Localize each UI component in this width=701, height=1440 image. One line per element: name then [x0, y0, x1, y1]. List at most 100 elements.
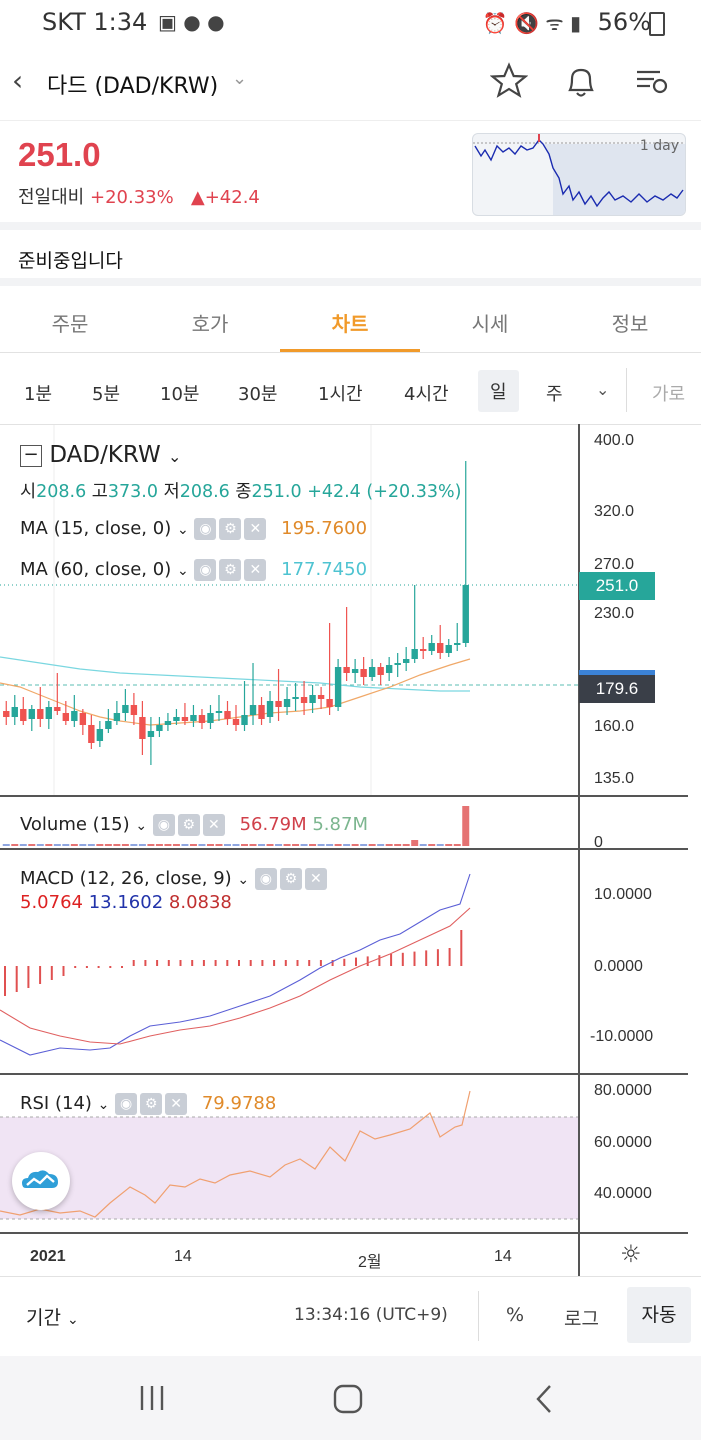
macd-legend[interactable]: MACD (12, 26, close, 9) ⌄ ◉ ⚙ ✕	[20, 868, 330, 890]
macd-histogram-bar	[15, 966, 18, 992]
volume-chart[interactable]	[0, 797, 578, 848]
tab-info[interactable]: 정보	[611, 312, 649, 336]
close-icon[interactable]: ✕	[165, 1093, 188, 1115]
settings-list-icon[interactable]	[634, 66, 670, 98]
interval-30m[interactable]: 30분	[238, 384, 278, 405]
close-icon[interactable]: ✕	[244, 518, 267, 540]
volume-value: 56.79M	[239, 814, 307, 835]
candle-body	[28, 709, 35, 719]
recent-apps-icon[interactable]	[138, 1384, 166, 1412]
close-icon[interactable]: ✕	[244, 559, 267, 581]
collapse-icon[interactable]: −	[20, 444, 42, 467]
ma15-legend[interactable]: MA (15, close, 0) ⌄ ◉ ⚙ ✕ 195.7600	[20, 518, 367, 540]
percent-scale-button[interactable]: %	[506, 1304, 525, 1326]
gear-icon[interactable]: ⚙	[219, 559, 242, 581]
tab-bar: 주문 호가 차트 시세 정보	[0, 290, 701, 353]
back-nav-icon[interactable]	[532, 1384, 556, 1414]
tab-quotes[interactable]: 시세	[471, 312, 509, 336]
volume-bar	[334, 844, 342, 846]
gear-icon[interactable]: ⚙	[177, 814, 200, 836]
chevron-down-icon[interactable]: ⌄	[596, 380, 610, 399]
interval-day[interactable]: 일	[478, 370, 519, 412]
macd-histogram-bar	[366, 956, 369, 966]
macd-chart[interactable]	[0, 850, 578, 1073]
macd-histogram-bar	[214, 960, 217, 966]
volume-bar	[19, 844, 27, 846]
chart-bottom-bar: 기간 ⌄ 13:34:16 (UTC+9) % 로그 자동	[0, 1276, 701, 1355]
back-icon[interactable]: ‹	[12, 64, 24, 97]
tradingview-logo-button[interactable]	[12, 1152, 70, 1210]
star-icon[interactable]	[490, 62, 528, 100]
macd-histogram-bar	[401, 952, 404, 966]
chevron-down-icon[interactable]: ⌄	[232, 68, 248, 89]
chevron-down-icon[interactable]: ⌄	[135, 818, 148, 834]
interval-orientation[interactable]: 가로	[652, 384, 686, 405]
chevron-down-icon[interactable]: ⌄	[237, 872, 250, 888]
macd-histogram-bar	[249, 960, 252, 966]
tab-orderbook[interactable]: 호가	[191, 312, 229, 336]
log-scale-button[interactable]: 로그	[564, 1308, 599, 1330]
gear-icon[interactable]: ⚙	[219, 518, 242, 540]
interval-week[interactable]: 주	[546, 384, 563, 405]
gear-icon[interactable]: ⚙	[279, 868, 302, 890]
rsi-value: 79.9788	[201, 1093, 277, 1114]
macd-tick: 0.0000	[594, 958, 643, 975]
x-tick: 14	[174, 1248, 192, 1265]
brightness-icon[interactable]: ☼	[620, 1240, 642, 1268]
chevron-down-icon[interactable]: ⌄	[176, 522, 189, 538]
volume-bar	[130, 844, 138, 846]
change-label: 전일대비	[18, 187, 85, 208]
ma-tag-accent	[579, 670, 655, 675]
candle-body	[105, 721, 112, 729]
interval-5m[interactable]: 5분	[92, 384, 121, 405]
chevron-down-icon[interactable]: ⌄	[97, 1097, 110, 1113]
home-icon[interactable]	[333, 1384, 363, 1414]
period-selector[interactable]: 기간 ⌄	[26, 1303, 79, 1330]
eye-icon[interactable]: ◉	[194, 559, 217, 581]
chevron-down-icon[interactable]: ⌄	[176, 563, 189, 579]
macd-histogram-bar	[132, 960, 135, 966]
interval-1h[interactable]: 1시간	[318, 384, 363, 405]
pane-divider	[0, 795, 688, 797]
volume-legend[interactable]: Volume (15) ⌄ ◉ ⚙ ✕ 56.79M 5.87M	[20, 814, 368, 836]
rsi-chart[interactable]	[0, 1075, 578, 1232]
eye-icon[interactable]: ◉	[254, 868, 277, 890]
candle-body	[96, 729, 104, 741]
candle-body	[198, 715, 206, 723]
macd-histogram-bar	[85, 966, 88, 968]
candle-body	[445, 645, 452, 653]
gear-icon[interactable]: ⚙	[140, 1093, 163, 1115]
volume-bar	[445, 844, 453, 846]
volume-bar	[164, 844, 172, 846]
macd-line	[0, 873, 471, 1056]
rsi-legend[interactable]: RSI (14) ⌄ ◉ ⚙ ✕ 79.9788	[20, 1093, 276, 1115]
macd-histogram-bar	[308, 960, 311, 966]
price-chart[interactable]	[0, 425, 578, 795]
close-icon[interactable]: ✕	[202, 814, 225, 836]
low-label: 저	[163, 482, 180, 502]
ma60-label: MA (60, close, 0)	[20, 559, 172, 580]
candle-body	[37, 709, 44, 719]
eye-icon[interactable]: ◉	[115, 1093, 138, 1115]
macd-histogram-bar	[378, 955, 381, 966]
ma60-legend[interactable]: MA (60, close, 0) ⌄ ◉ ⚙ ✕ 177.7450	[20, 559, 367, 581]
volume-bar	[79, 844, 87, 846]
mini-chart[interactable]: 1 day	[472, 133, 686, 216]
interval-10m[interactable]: 10분	[160, 384, 200, 405]
symbol-legend[interactable]: − DAD/KRW ⌄	[20, 442, 181, 468]
interval-4h[interactable]: 4시간	[404, 384, 449, 405]
chevron-down-icon[interactable]: ⌄	[168, 447, 182, 466]
interval-1m[interactable]: 1분	[24, 384, 53, 405]
auto-scale-button[interactable]: 자동	[627, 1287, 691, 1343]
status-system-icons: ⏰ 🔇 ᯤ ▮	[482, 11, 581, 35]
tab-order[interactable]: 주문	[51, 312, 89, 336]
close-icon[interactable]: ✕	[304, 868, 327, 890]
change-percent: +20.33%	[89, 187, 174, 208]
bell-icon[interactable]	[564, 64, 598, 100]
price-tick: 135.0	[594, 770, 635, 787]
candle-body	[317, 695, 325, 699]
eye-icon[interactable]: ◉	[152, 814, 175, 836]
volume-bar	[155, 844, 163, 846]
tab-chart[interactable]: 차트	[331, 312, 369, 336]
eye-icon[interactable]: ◉	[194, 518, 217, 540]
